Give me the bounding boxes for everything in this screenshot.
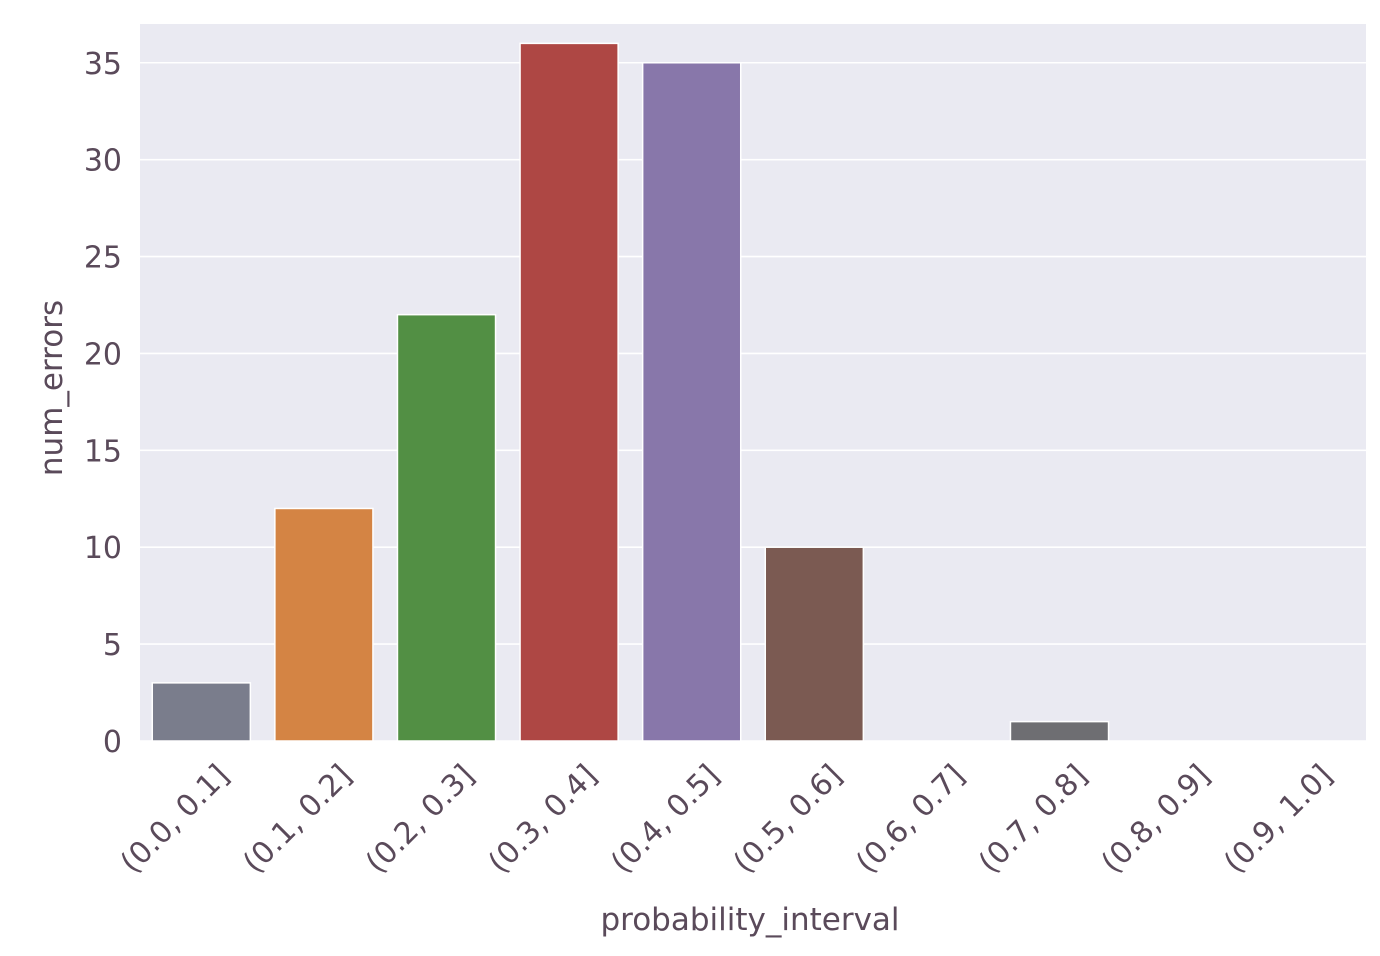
y-tick-label: 5 bbox=[103, 628, 122, 663]
y-tick-label: 35 bbox=[84, 47, 122, 82]
y-axis-ticks: 0 5 10 15 20 25 30 35 bbox=[84, 47, 122, 760]
x-axis-ticks: (0.0, 0.1] (0.1, 0.2] (0.2, 0.3] (0.3, 0.4]… bbox=[114, 758, 1340, 880]
x-tick-label: (0.2, 0.3] bbox=[359, 758, 481, 880]
bar bbox=[764, 546, 865, 742]
bar bbox=[151, 682, 252, 742]
x-tick-label: (0.7, 0.8] bbox=[972, 758, 1094, 880]
x-tick-label: (0.1, 0.2] bbox=[237, 758, 359, 880]
x-axis-title: probability_interval bbox=[600, 902, 899, 938]
x-tick-label: (0.3, 0.4] bbox=[482, 758, 604, 880]
x-tick-label: (0.6, 0.7] bbox=[850, 758, 972, 880]
bar bbox=[519, 42, 619, 742]
y-axis-title: num_errors bbox=[34, 300, 70, 476]
y-tick-label: 25 bbox=[84, 241, 122, 276]
x-tick-label: (0.4, 0.5] bbox=[604, 758, 726, 880]
bar bbox=[1009, 720, 1110, 742]
x-tick-label: (0.5, 0.6] bbox=[727, 758, 849, 880]
bar bbox=[641, 62, 742, 742]
y-tick-label: 30 bbox=[84, 144, 122, 179]
bars bbox=[151, 42, 1110, 742]
bar bbox=[274, 507, 374, 742]
x-tick-label: (0.0, 0.1] bbox=[114, 758, 236, 880]
bar bbox=[396, 313, 497, 742]
x-tick-label: (0.9, 1.0] bbox=[1217, 758, 1339, 880]
y-tick-label: 0 bbox=[103, 725, 122, 760]
y-tick-label: 10 bbox=[84, 531, 122, 566]
x-tick-label: (0.8, 0.9] bbox=[1095, 758, 1217, 880]
y-tick-label: 20 bbox=[84, 337, 122, 372]
y-tick-label: 15 bbox=[84, 434, 122, 469]
